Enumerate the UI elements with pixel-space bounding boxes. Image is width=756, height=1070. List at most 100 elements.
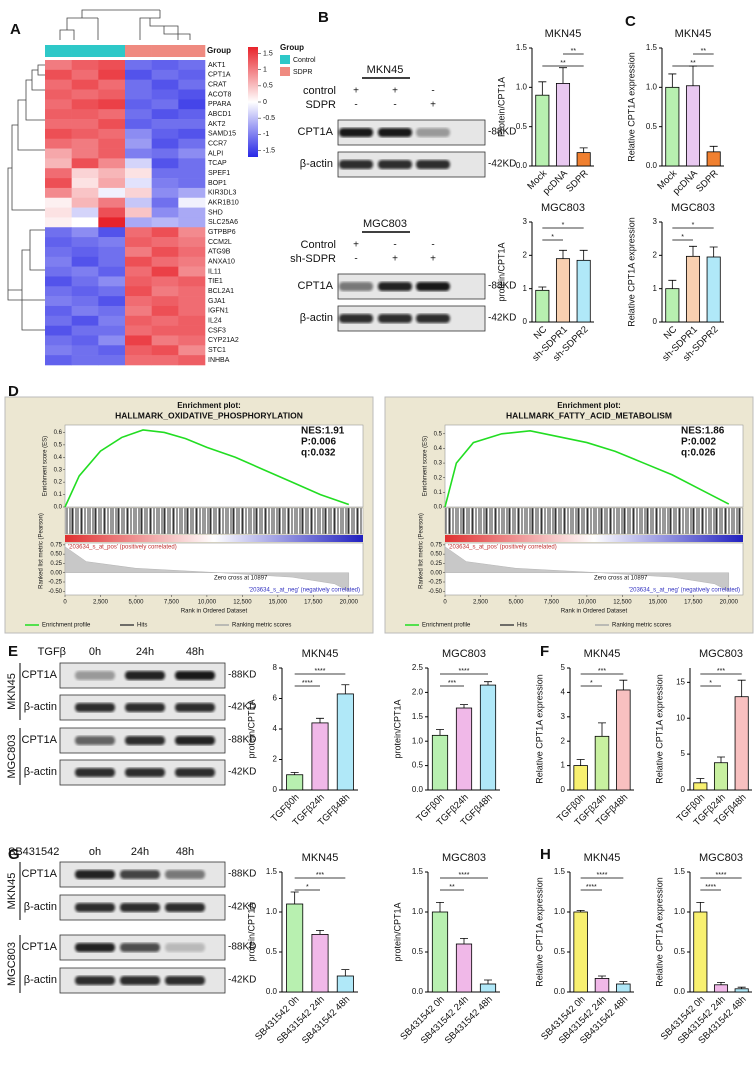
heatmap-cell: [98, 128, 126, 140]
heatmap-cell: [178, 227, 206, 238]
chart-title: MKN45: [302, 648, 339, 660]
treatment-label: TGFβ: [38, 646, 66, 658]
y-tick-label: 2: [273, 755, 278, 764]
heatmap-cell: [151, 207, 179, 218]
size-label: -42KD: [228, 902, 256, 913]
bar: [734, 696, 749, 791]
heatmap-cell: [125, 286, 152, 297]
size-label: -88KD: [488, 281, 516, 292]
chart-title: MKN45: [584, 852, 621, 864]
heatmap-cell: [125, 128, 152, 140]
y-tick-label: -0.25: [428, 580, 442, 586]
lane-label: 48h: [176, 846, 194, 858]
panel-label: C: [625, 13, 636, 30]
scale-tick-label: 0: [263, 99, 267, 106]
heatmap-cell: [45, 335, 72, 346]
significance-label: **: [560, 60, 566, 67]
y-tick-label: 0.75: [430, 542, 442, 548]
heatmap-cell: [98, 138, 126, 149]
condition-sign: +: [392, 86, 398, 97]
heatmap-cell: [125, 335, 152, 346]
condition-label: sh-SDPR: [290, 253, 336, 265]
heatmap-cell: [125, 246, 152, 258]
heatmap-cell: [45, 109, 72, 120]
heatmap-cell: [71, 168, 99, 179]
gene-label: ANXA10: [208, 259, 235, 266]
significance-label: *: [590, 680, 593, 687]
heatmap-cell: [151, 69, 179, 80]
y-tick-label: 0.0: [516, 161, 528, 170]
heatmap-cell: [178, 207, 206, 218]
chart-title: MKN45: [584, 648, 621, 660]
y-tick-label: 0.25: [430, 561, 442, 567]
scale-tick-label: -1.5: [263, 147, 275, 154]
y-tick-label: 1.0: [266, 907, 278, 916]
blot-band: [125, 736, 165, 745]
gene-label: CCM2L: [208, 239, 232, 246]
gene-label: CRAT: [208, 81, 227, 88]
x-tick-label: 0: [63, 600, 67, 606]
blot-band: [120, 870, 160, 879]
bar: [535, 289, 550, 323]
heatmap-cell: [45, 305, 72, 317]
y-tick-label: 0.5: [674, 947, 686, 956]
heatmap-cell: [151, 89, 179, 100]
heatmap-cell: [151, 345, 179, 356]
heatmap-cell: [45, 207, 72, 218]
x-tick-label: SDPR: [694, 168, 721, 195]
error-bar: [689, 245, 697, 257]
heatmap-cell: [45, 79, 72, 90]
heatmap-cell: [125, 158, 152, 169]
error-bar: [576, 910, 585, 912]
heatmap-cell: [125, 119, 152, 130]
heatmap-cell: [125, 315, 152, 326]
heatmap-cell: [125, 69, 152, 80]
lane-label: 48h: [186, 646, 204, 658]
heatmap-cell: [98, 217, 126, 228]
heatmap-cell: [98, 60, 126, 71]
heatmap-cell: [151, 335, 179, 346]
cell-line-label: MGC803: [6, 942, 18, 986]
heatmap-cell: [45, 266, 72, 277]
size-label: -42KD: [228, 975, 256, 986]
heatmap-cell: [98, 99, 126, 110]
heatmap-cell: [151, 158, 179, 169]
size-label: -88KD: [228, 869, 256, 880]
y-tick-label: 5: [681, 749, 686, 758]
y-tick-label: 0.0: [54, 505, 63, 511]
chart-title: MGC803: [699, 648, 743, 660]
heatmap-cell: [71, 296, 99, 307]
lane-label: 24h: [136, 646, 154, 658]
heatmap-cell: [98, 246, 126, 258]
heatmap-cell: [45, 325, 72, 336]
gene-label: CYP21A2: [208, 337, 239, 344]
heatmap-cell: [45, 237, 72, 248]
significance-label: *: [306, 884, 309, 891]
x-tick-label: 10,000: [198, 600, 217, 606]
legend-label: Ranking metric scores: [612, 623, 671, 629]
y-tick-label: 1.5: [516, 43, 528, 52]
blot-band: [120, 943, 160, 952]
ranked-axis-label: Ranked list metric (Pearson): [39, 513, 45, 589]
panel-label: G: [8, 846, 20, 863]
error-bar: [290, 891, 299, 904]
bar: [616, 689, 631, 791]
heatmap-cell: [98, 237, 126, 248]
bar: [573, 765, 588, 791]
gene-label: KIR3DL3: [208, 190, 237, 197]
gene-label: ALPI: [208, 150, 223, 157]
blot-band: [75, 768, 115, 777]
error-bar: [341, 969, 350, 976]
heatmap-cell: [98, 89, 126, 100]
y-tick-label: 2: [561, 736, 566, 745]
heatmap-cell: [125, 99, 152, 110]
heatmap-cell: [125, 109, 152, 120]
heatmap-cell: [125, 355, 152, 366]
y-axis-label: protein/CPT1A: [392, 699, 402, 758]
heatmap-cell: [125, 276, 152, 287]
bar: [594, 978, 610, 993]
gsea-stat: P:0.002: [681, 437, 716, 448]
gene-label: AKR1B10: [208, 200, 239, 207]
heatmap-cell: [98, 256, 126, 267]
blot-band: [378, 160, 412, 169]
